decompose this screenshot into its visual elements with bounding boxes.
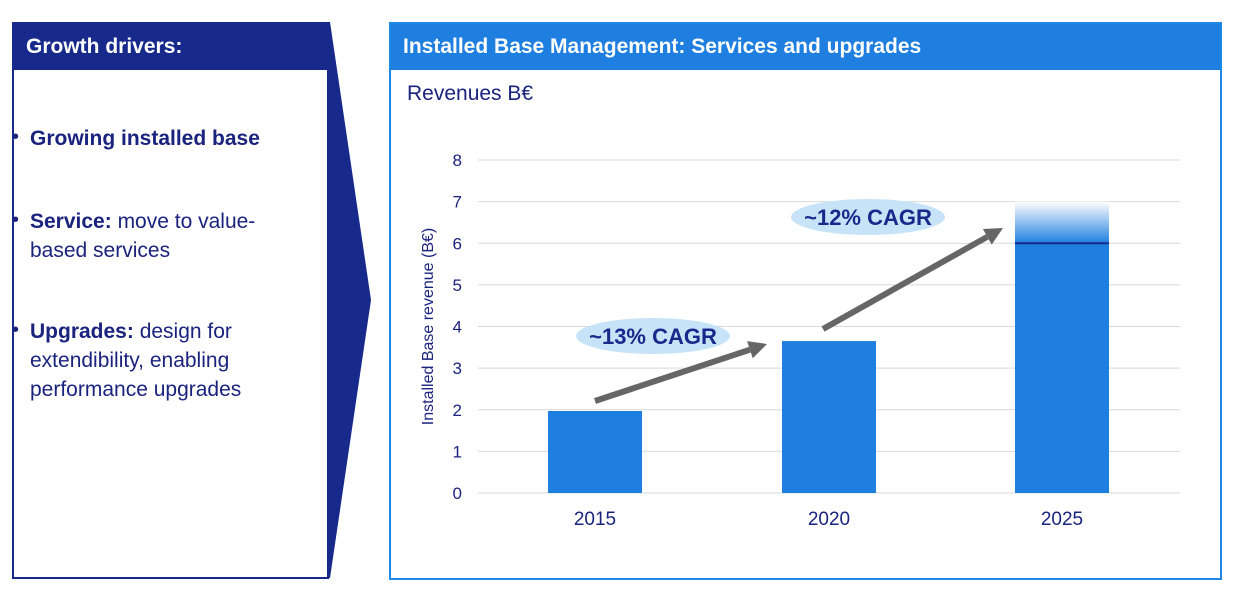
bar-projection-range [1015,201,1109,244]
bullet-text: extendibility, enabling [30,349,230,372]
bar-2020 [782,341,876,493]
bullet-service: • Service: move to value- based services [12,209,256,262]
cagr-arrow [821,234,989,332]
bullet-label: Upgrades: [30,320,134,343]
x-tick-label: 2015 [574,509,616,530]
growth-drivers-panel: Growth drivers: [12,22,329,579]
bullet-text: move to value- [111,210,256,233]
x-tick-label: 2025 [1041,509,1083,530]
bullet-text: based services [30,239,171,262]
bar-2025 [1015,243,1109,493]
cagr-arrowhead [982,228,1003,245]
y-tick-label: 2 [453,401,462,420]
cagr-bubble [791,199,945,235]
cagr-arrow [594,346,751,404]
cagr-label: ~12% CAGR [804,205,932,230]
y-tick-label: 3 [453,359,462,378]
cagr-bubble [576,318,730,354]
bullet-installed-base: • Growing installed base [12,126,260,150]
y-tick-label: 6 [453,234,462,253]
y-tick-label: 5 [453,276,462,295]
y-tick-label: 8 [453,151,462,170]
growth-drivers-title: Growth drivers: [14,24,327,70]
y-tick-label: 0 [453,484,462,503]
bullet-text: design for [133,320,232,343]
bullet-text: performance upgrades [30,378,242,401]
installed-base-title: Installed Base Management: Services and … [391,24,1220,70]
y-tick-label: 1 [453,442,462,461]
cagr-arrowhead [747,341,767,359]
x-tick-label: 2020 [808,509,850,530]
y-tick-label: 7 [453,193,462,212]
cagr-label: ~13% CAGR [589,324,717,349]
y-tick-label: 4 [453,318,462,337]
y-axis-label: Installed Base revenue (B€) [420,228,437,425]
bullet-label: Growing installed base [30,127,260,150]
bar-2015 [548,410,642,493]
chart-subtitle: Revenues B€ [407,82,534,105]
bullet-label: Service: [30,210,112,233]
chevron-arrow [327,22,371,578]
bullet-upgrades: • Upgrades: design for extendibility, en… [12,319,242,401]
